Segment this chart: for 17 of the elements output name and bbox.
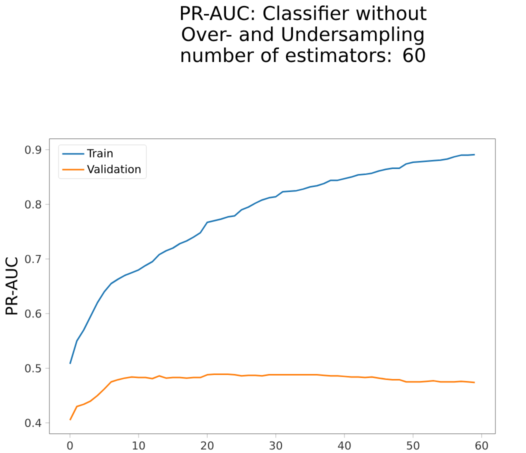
legend-label: Validation: [87, 164, 140, 174]
x-tick-label: 10: [132, 441, 145, 450]
x-tick-label: 40: [338, 441, 351, 450]
y-tick-label: 0.7: [25, 254, 41, 264]
y-axis-title: PR-AUC: [5, 257, 18, 314]
y-tick-label: 0.6: [25, 309, 42, 318]
x-tick-label: 60: [475, 441, 488, 450]
chart-subtitle: number of estimators: 60: [181, 48, 425, 62]
legend-label: Train: [86, 148, 112, 158]
y-tick-label: 0.9: [25, 146, 42, 154]
x-tick-label: 0: [67, 441, 73, 450]
x-tick-label: 50: [406, 441, 420, 450]
y-tick-label: 0.8: [25, 200, 42, 209]
y-tick-label: 0.4: [25, 418, 42, 428]
x-tick-label: 30: [270, 441, 282, 450]
y-tick-label: 0.5: [25, 364, 41, 372]
x-tick-label: 20: [201, 441, 214, 450]
